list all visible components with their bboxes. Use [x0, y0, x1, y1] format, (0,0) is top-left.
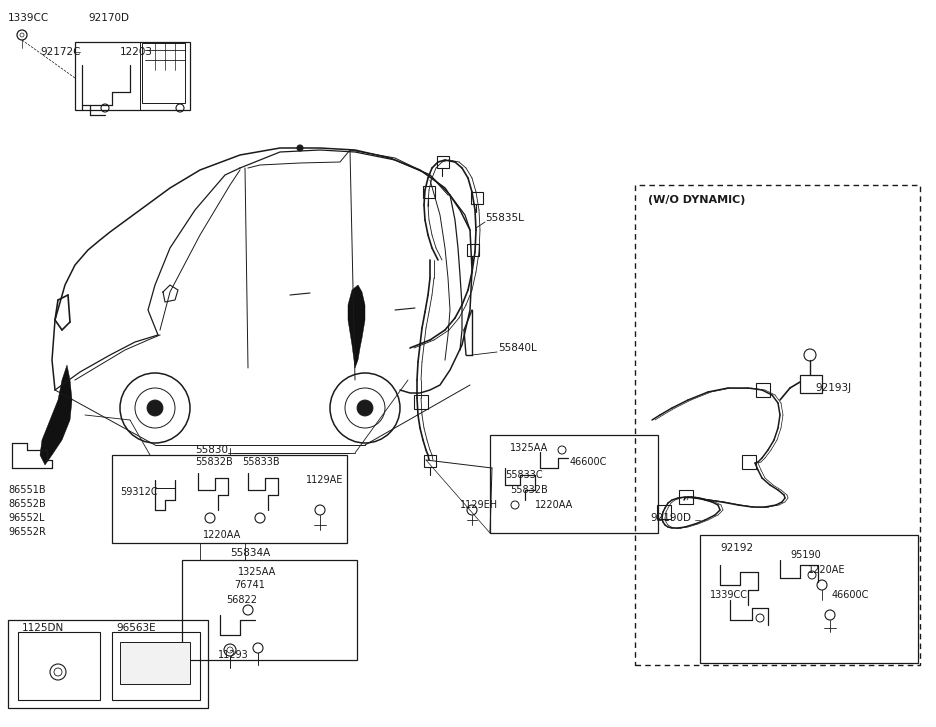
Text: 55830: 55830	[195, 445, 228, 455]
Polygon shape	[348, 285, 365, 368]
Bar	[437, 156, 449, 168]
Bar	[742, 455, 756, 469]
Bar	[120, 642, 190, 684]
Bar	[182, 560, 357, 660]
Circle shape	[357, 400, 373, 416]
Text: 76741: 76741	[234, 580, 265, 590]
Text: 46600C: 46600C	[570, 457, 607, 467]
Bar	[424, 455, 436, 467]
Text: 96563E: 96563E	[116, 623, 155, 633]
Text: 55840L: 55840L	[498, 343, 536, 353]
Text: 56822: 56822	[226, 595, 257, 605]
Text: 1220AA: 1220AA	[203, 530, 241, 540]
Text: 55832B: 55832B	[510, 485, 548, 495]
Bar	[112, 632, 200, 700]
Text: 1125DN: 1125DN	[22, 623, 65, 633]
Text: 1339CC: 1339CC	[710, 590, 748, 600]
Text: 59312C: 59312C	[120, 487, 157, 497]
Text: 92172C: 92172C	[40, 47, 80, 57]
Bar	[679, 490, 693, 504]
Text: 1129EH: 1129EH	[460, 500, 498, 510]
Text: 55833C: 55833C	[505, 470, 543, 480]
Text: 11293: 11293	[218, 650, 249, 660]
Bar	[18, 632, 100, 700]
Text: 1325AA: 1325AA	[510, 443, 548, 453]
Text: 1339CC: 1339CC	[8, 13, 50, 23]
Bar	[471, 192, 483, 204]
Text: 1325AA: 1325AA	[238, 567, 276, 577]
Bar	[423, 186, 435, 198]
Circle shape	[297, 145, 303, 151]
Text: 92190D: 92190D	[650, 513, 691, 523]
Text: 55833B: 55833B	[242, 457, 280, 467]
Text: 92170D: 92170D	[88, 13, 129, 23]
Text: 55835L: 55835L	[485, 213, 524, 223]
Bar	[414, 395, 428, 409]
Bar	[75, 42, 190, 110]
Circle shape	[147, 400, 163, 416]
Bar	[800, 375, 822, 393]
Text: 86551B: 86551B	[8, 485, 46, 495]
Text: 95190: 95190	[790, 550, 821, 560]
Text: 12203: 12203	[120, 47, 153, 57]
Text: (W/O DYNAMIC): (W/O DYNAMIC)	[648, 195, 745, 205]
Text: 86552B: 86552B	[8, 499, 46, 509]
Text: 55832B: 55832B	[195, 457, 233, 467]
Bar	[756, 383, 770, 397]
Text: 1220AA: 1220AA	[535, 500, 573, 510]
Text: 92192: 92192	[720, 543, 753, 553]
Bar	[635, 185, 920, 665]
Bar	[700, 535, 918, 663]
Bar	[490, 435, 658, 533]
Text: 55834A: 55834A	[230, 548, 271, 558]
Bar	[467, 244, 479, 256]
Text: 96552R: 96552R	[8, 527, 46, 537]
Text: 1220AE: 1220AE	[808, 565, 845, 575]
Bar	[112, 455, 347, 543]
Text: 46600C: 46600C	[832, 590, 870, 600]
Text: 92193J: 92193J	[815, 383, 851, 393]
Bar	[8, 620, 208, 708]
Polygon shape	[40, 365, 72, 465]
Bar	[142, 43, 185, 103]
Bar	[657, 505, 671, 519]
Text: 96552L: 96552L	[8, 513, 45, 523]
Text: 1129AE: 1129AE	[306, 475, 344, 485]
